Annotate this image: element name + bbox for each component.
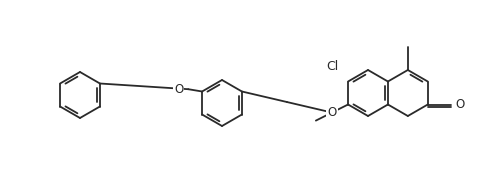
Text: O: O (328, 106, 336, 119)
Text: Cl: Cl (326, 61, 338, 74)
Text: O: O (174, 83, 183, 96)
Text: O: O (456, 98, 465, 111)
